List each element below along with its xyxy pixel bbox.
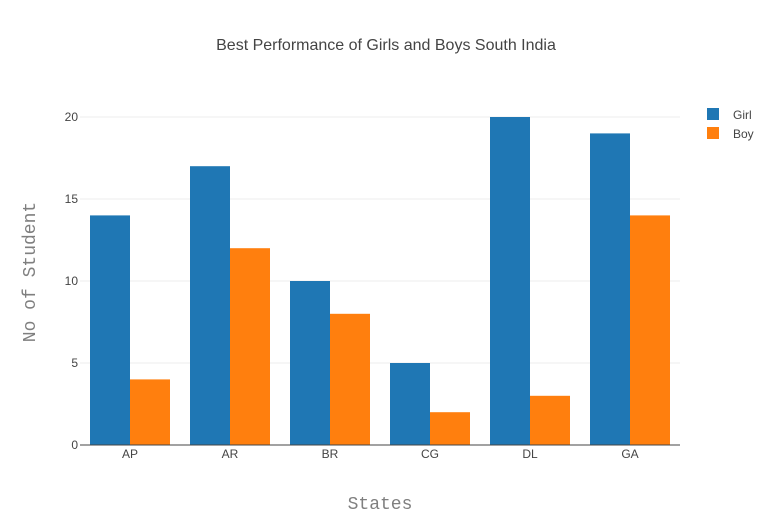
y-tick-label: 10 [65,274,79,288]
y-tick-labels: 0 5 10 15 20 [65,110,79,452]
legend-label-girl: Girl [733,108,752,122]
bar-boy-ga [630,215,670,445]
x-axis-title: States [348,495,413,515]
y-axis-title: No of Student [21,202,41,342]
legend-label-boy: Boy [733,127,754,141]
bar-boy-dl [530,395,570,445]
y-tick-label: 0 [71,438,78,452]
bar-boy-br [330,313,370,445]
x-tick-label: GA [621,447,638,461]
bars [90,117,670,445]
bar-girl-ap [90,215,130,445]
x-tick-label: DL [522,447,538,461]
y-tick-label: 15 [65,192,79,206]
x-tick-label: AR [222,447,239,461]
y-tick-label: 20 [65,110,79,124]
bar-boy-cg [430,412,470,445]
bar-girl-ga [590,133,630,445]
x-tick-label: AP [122,447,138,461]
x-tick-label: CG [421,447,439,461]
bar-boy-ar [230,248,270,445]
legend: Girl Boy [707,108,754,141]
bar-girl-ar [190,166,230,445]
bar-girl-cg [390,363,430,445]
bar-girl-br [290,281,330,445]
legend-swatch-boy [707,127,719,139]
x-tick-label: BR [322,447,339,461]
y-tick-label: 5 [71,356,78,370]
x-tick-labels: AP AR BR CG DL GA [122,447,639,461]
chart-title: Best Performance of Girls and Boys South… [216,37,556,54]
legend-swatch-girl [707,108,719,120]
bar-boy-ap [130,379,170,445]
bar-girl-dl [490,117,530,445]
gridlines [80,116,680,364]
